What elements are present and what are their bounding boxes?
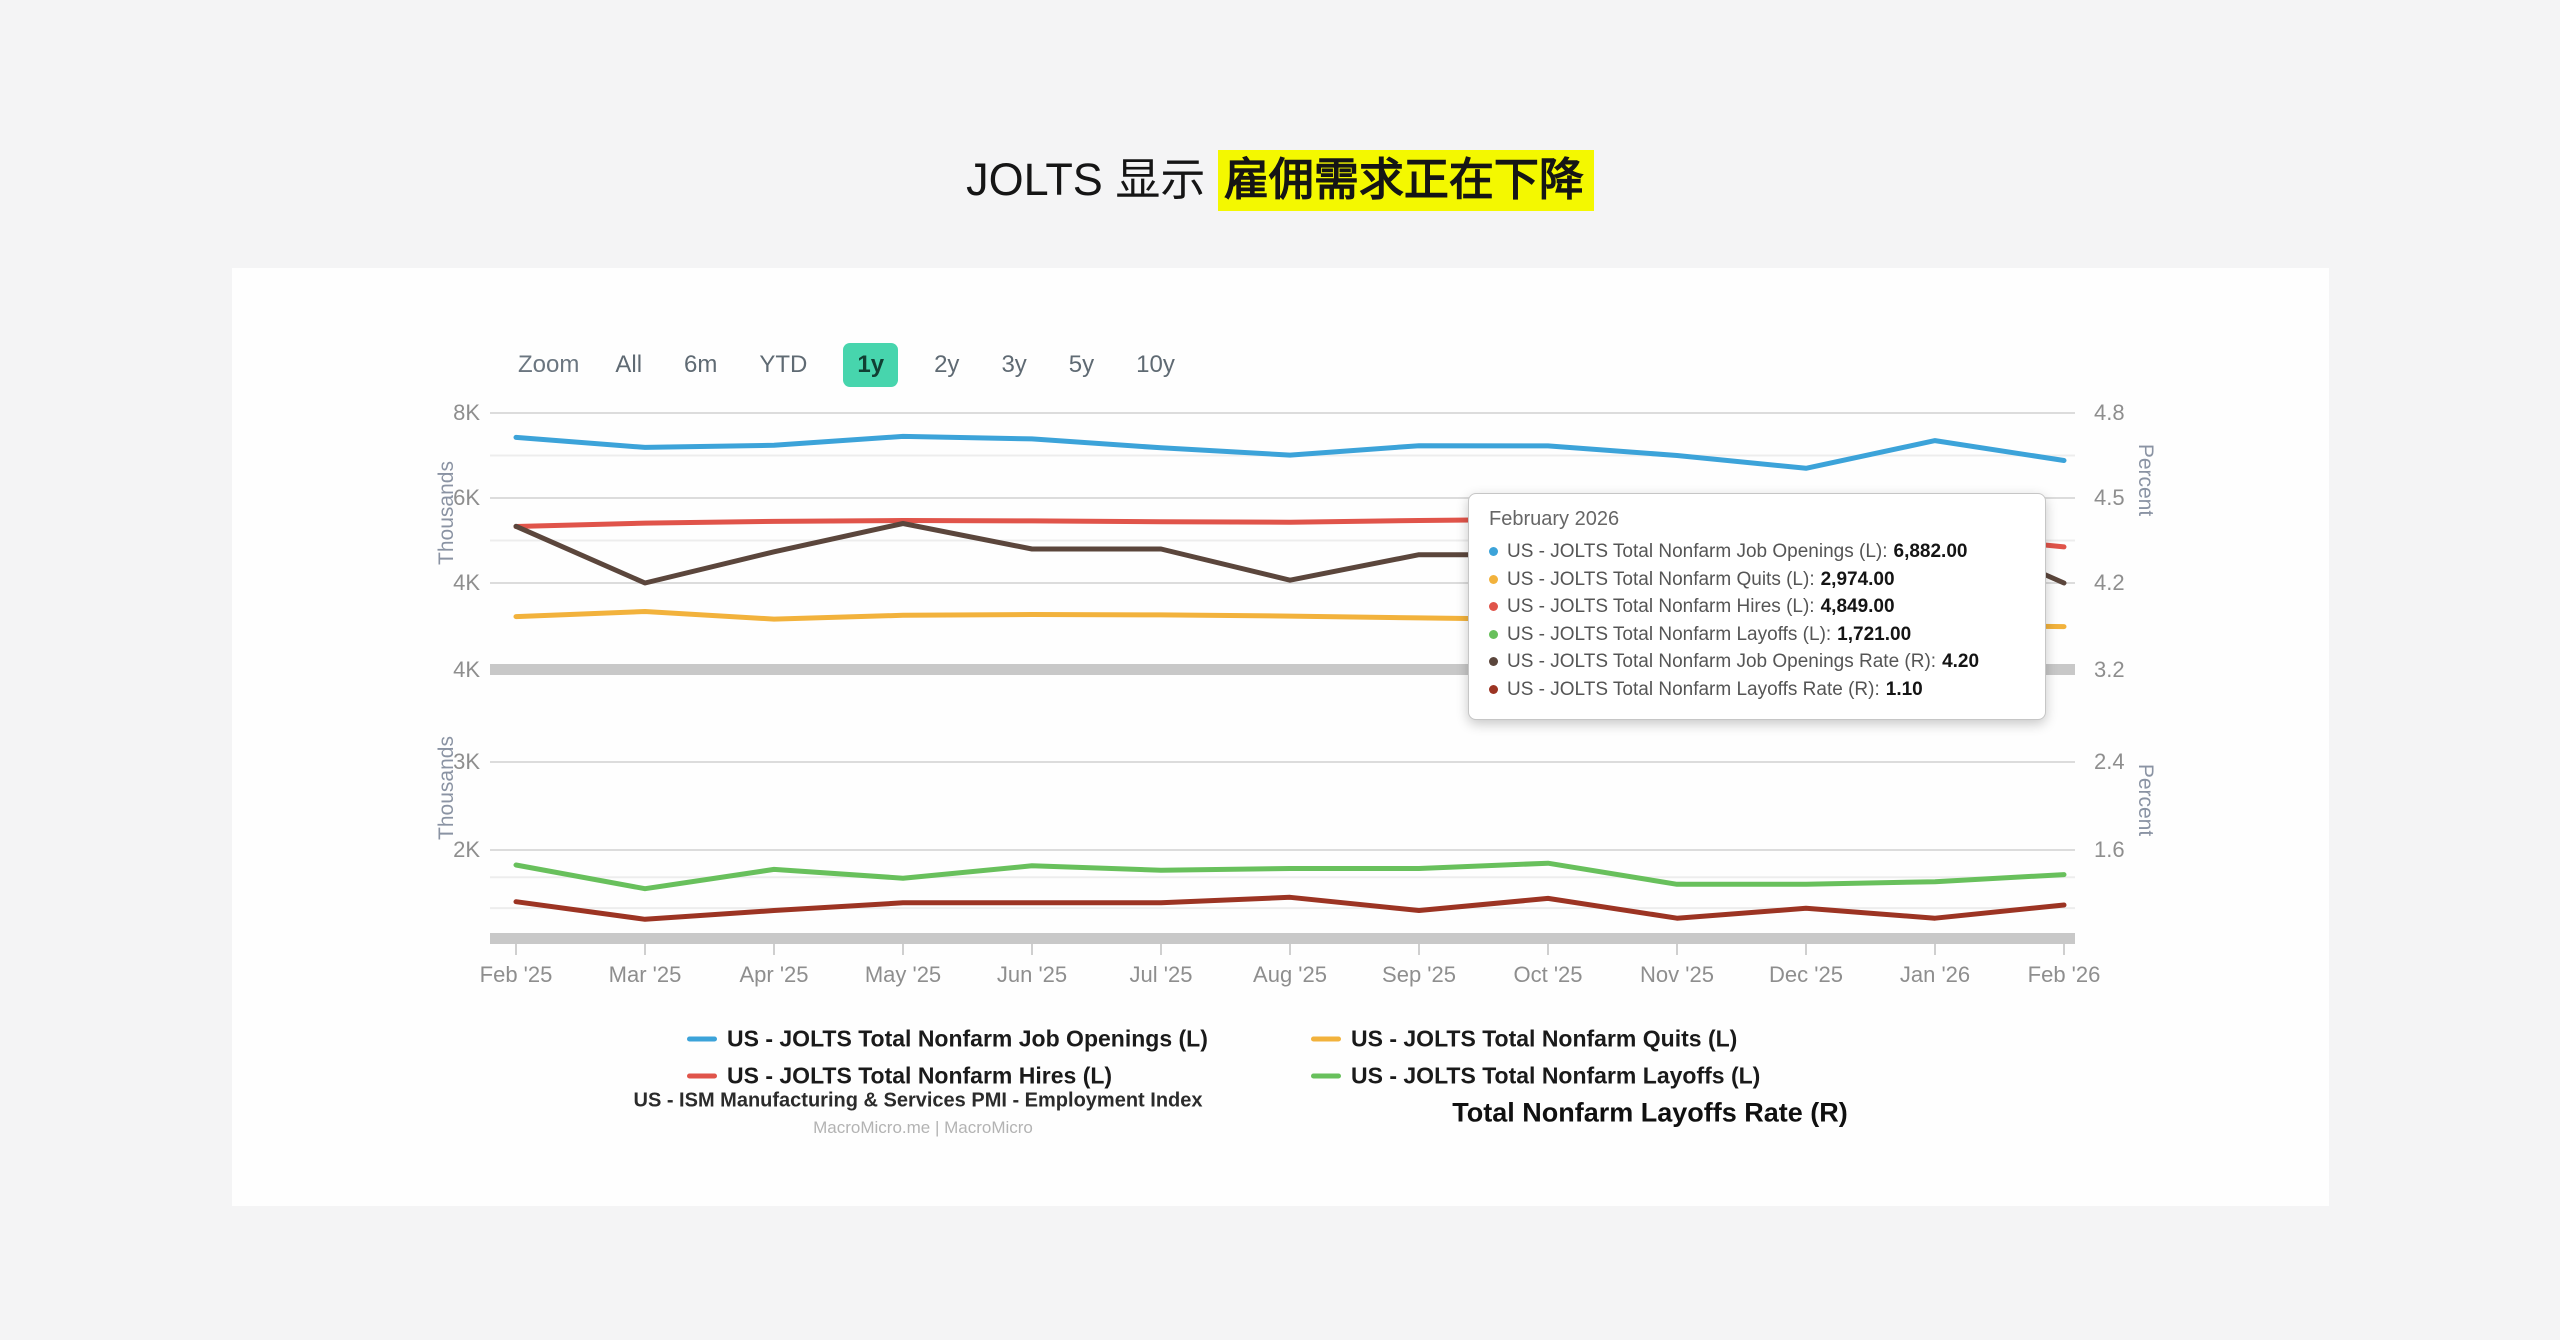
panel-separator-bar: [490, 933, 2075, 944]
tooltip-date: February 2026: [1489, 508, 1620, 530]
x-axis-label: May '25: [864, 962, 942, 987]
legend-item-layoffs[interactable]: US - JOLTS Total Nonfarm Layoffs (L): [1311, 1063, 1760, 1090]
chart-card: Zoom All 6m YTD 1y 2y 3y 5y 10y Thousands Thous…: [232, 268, 2329, 1206]
tooltip-row: US - JOLTS Total Nonfarm Job Openings (L…: [1489, 538, 2025, 566]
legend-dash-icon: [1311, 1036, 1341, 1042]
tooltip-series-label: US - JOLTS Total Nonfarm Job Openings Ra…: [1507, 651, 1937, 672]
tooltip-series-label: US - JOLTS Total Nonfarm Layoffs (L):: [1507, 623, 1832, 645]
series-line-job-openings[interactable]: [513, 433, 2067, 471]
legend-ism-label: US - ISM Manufacturing & Services PMI - …: [633, 1089, 1203, 1112]
x-axis-label: Jul '25: [1129, 962, 1193, 987]
y-axis-label-left: 6K: [453, 485, 480, 510]
legend-dash-icon: [1311, 1073, 1341, 1079]
y-axis-label-left: 3K: [453, 749, 480, 774]
series-line-layoffs[interactable]: [513, 860, 2067, 892]
chart-plot-area[interactable]: [232, 268, 2329, 1206]
legend-label: US - JOLTS Total Nonfarm Hires (L): [727, 1062, 1113, 1089]
legend-label: US - JOLTS Total Nonfarm Job Openings (L…: [727, 1025, 1208, 1052]
legend-item-hires[interactable]: US - JOLTS Total Nonfarm Hires (L): [687, 1063, 1112, 1090]
tooltip-series-label: US - JOLTS Total Nonfarm Job Openings (L…: [1507, 541, 1888, 562]
range-button-6m[interactable]: 6m: [684, 351, 718, 378]
legend-dash-icon: [687, 1073, 717, 1079]
legend-item-job-openings[interactable]: US - JOLTS Total Nonfarm Job Openings (L…: [687, 1026, 1208, 1053]
x-axis-label: Feb '26: [2027, 962, 2101, 987]
tooltip-row: US - JOLTS Total Nonfarm Job Openings Ra…: [1489, 648, 2025, 676]
legend-item-quits[interactable]: US - JOLTS Total Nonfarm Quits (L): [1311, 1026, 1737, 1053]
axis-unit-thousands-top: Thousands: [435, 461, 458, 565]
tooltip-series-value: 1.10: [1885, 678, 1923, 700]
range-button-2y[interactable]: 2y: [934, 351, 960, 378]
range-button-10y[interactable]: 10y: [1136, 351, 1175, 378]
y-axis-label-left: 8K: [453, 400, 480, 425]
y-axis-label-right: 2.4: [2094, 749, 2125, 774]
y-axis-label-right: 4.2: [2094, 570, 2125, 595]
range-button-5y[interactable]: 5y: [1068, 351, 1095, 378]
page-title: JOLTS 显示 雇佣需求正在下降: [0, 148, 2560, 212]
x-axis-label: Apr '25: [739, 962, 809, 987]
x-axis-label: Jun '25: [996, 962, 1068, 987]
legend-layoffs-rate-label[interactable]: Total Nonfarm Layoffs Rate (R): [1452, 1097, 1848, 1128]
axis-unit-percent-bottom: Percent: [2134, 763, 2157, 837]
zoom-toolbar: Zoom All 6m YTD 1y 2y 3y 5y 10y: [518, 340, 1181, 390]
tooltip-series-label: US - JOLTS Total Nonfarm Layoffs Rate (R…: [1507, 678, 1880, 700]
tooltip-series-label: US - JOLTS Total Nonfarm Hires (L):: [1507, 596, 1815, 617]
tooltip-series-value: 4,849.00: [1820, 596, 1895, 617]
tooltip-series-value: 2,974.00: [1820, 568, 1895, 590]
range-button-1y[interactable]: 1y: [843, 343, 899, 387]
zoom-label: Zoom: [518, 351, 580, 378]
legend-label: US - JOLTS Total Nonfarm Layoffs (L): [1351, 1062, 1761, 1089]
x-axis-label: Feb '25: [479, 962, 553, 987]
series-dot-icon: [1489, 574, 1498, 584]
page-title-highlight: 雇佣需求正在下降: [1217, 150, 1594, 211]
tooltip-series-label: US - JOLTS Total Nonfarm Quits (L):: [1507, 568, 1815, 590]
x-axis-label: Jan '26: [1899, 962, 1971, 987]
y-axis-label-left: 2K: [453, 837, 480, 862]
range-button-ytd[interactable]: YTD: [759, 351, 808, 378]
y-axis-label-right: 4.5: [2094, 485, 2125, 510]
tooltip-series-value: 4.20: [1942, 651, 1980, 672]
x-axis-label: Aug '25: [1253, 962, 1327, 987]
y-axis-baseline-label-right: 3.2: [2094, 656, 2125, 682]
y-axis-label-right: 4.8: [2094, 400, 2125, 425]
tooltip-row: US - JOLTS Total Nonfarm Layoffs (L): 1,7…: [1489, 621, 2025, 649]
legend-label: US - JOLTS Total Nonfarm Quits (L): [1351, 1025, 1738, 1052]
tooltip-row: US - JOLTS Total Nonfarm Layoffs Rate (R…: [1489, 676, 2025, 704]
tooltip-series-value: 1,721.00: [1837, 623, 1912, 645]
x-axis-label: Dec '25: [1769, 962, 1843, 987]
watermark: MacroMicro.me | MacroMicro: [813, 1118, 1033, 1137]
y-axis-label-left: 4K: [453, 570, 480, 595]
range-button-3y[interactable]: 3y: [1001, 351, 1027, 378]
tooltip-series-value: 6,882.00: [1893, 541, 1968, 562]
series-dot-icon: [1489, 629, 1498, 639]
y-axis-baseline-label-left: 4K: [453, 656, 480, 682]
range-button-all[interactable]: All: [615, 351, 643, 378]
x-axis-label: Nov '25: [1640, 962, 1714, 987]
x-axis-label: Mar '25: [608, 962, 682, 987]
tooltip-row: US - JOLTS Total Nonfarm Quits (L): 2,974…: [1489, 566, 2025, 594]
tooltip-row: US - JOLTS Total Nonfarm Hires (L): 4,849…: [1489, 593, 2025, 621]
series-dot-icon: [1489, 684, 1498, 694]
series-dot-icon: [1489, 547, 1498, 557]
y-axis-label-right: 1.6: [2094, 837, 2125, 862]
x-axis-label: Sep '25: [1382, 962, 1456, 987]
chart-tooltip: February 2026 US - JOLTS Total Nonfarm J…: [1468, 493, 2046, 720]
legend-dash-icon: [687, 1036, 717, 1042]
page-title-plain: JOLTS 显示: [966, 154, 1206, 205]
panel-separator-bar: [490, 664, 2075, 675]
series-line-layoffs-rate[interactable]: [513, 894, 2067, 922]
series-dot-icon: [1489, 602, 1498, 612]
x-axis-label: Oct '25: [1513, 962, 1583, 987]
series-dot-icon: [1489, 657, 1498, 667]
